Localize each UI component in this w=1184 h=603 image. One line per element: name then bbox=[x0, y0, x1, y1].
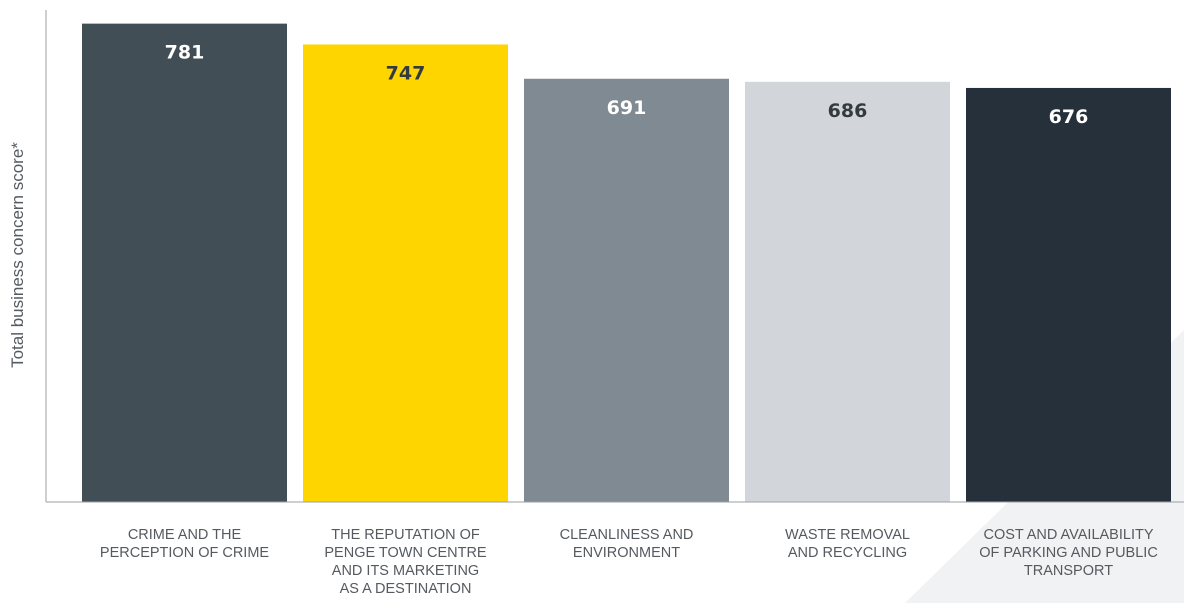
category-label-line: PERCEPTION OF CRIME bbox=[100, 545, 270, 561]
category-label-line: CLEANLINESS AND bbox=[560, 527, 694, 543]
bars-group: 781 747 691 686 676 bbox=[82, 23, 1171, 503]
category-label-line: AS A DESTINATION bbox=[340, 581, 472, 597]
category-label-line: OF PARKING AND PUBLIC bbox=[979, 545, 1158, 561]
category-label-4: WASTE REMOVAL AND RECYCLING bbox=[785, 527, 910, 561]
category-label-3: CLEANLINESS AND ENVIRONMENT bbox=[560, 527, 694, 561]
bar-value-label-3: 691 bbox=[607, 97, 647, 119]
category-label-line: WASTE REMOVAL bbox=[785, 527, 910, 543]
category-label-line: CRIME AND THE bbox=[128, 527, 242, 543]
bar-1 bbox=[82, 23, 287, 502]
category-label-line: ENVIRONMENT bbox=[573, 545, 680, 561]
category-label-line: TRANSPORT bbox=[1024, 563, 1113, 579]
bar-5 bbox=[966, 87, 1171, 502]
y-axis-label: Total business concern score* bbox=[8, 142, 27, 368]
category-label-line: AND RECYCLING bbox=[788, 545, 907, 561]
bar-2 bbox=[303, 44, 508, 503]
bar-4 bbox=[745, 81, 950, 502]
category-label-1: CRIME AND THE PERCEPTION OF CRIME bbox=[100, 527, 270, 561]
bar-3 bbox=[524, 78, 729, 502]
bar-value-label-4: 686 bbox=[828, 100, 868, 122]
bar-value-label-1: 781 bbox=[165, 42, 205, 64]
category-label-line: PENGE TOWN CENTRE bbox=[324, 545, 487, 561]
category-label-line: THE REPUTATION OF bbox=[331, 527, 480, 543]
category-label-5: COST AND AVAILABILITY OF PARKING AND PUBL… bbox=[979, 527, 1158, 579]
bar-value-label-2: 747 bbox=[386, 62, 426, 84]
category-label-line: COST AND AVAILABILITY bbox=[983, 527, 1153, 543]
category-label-line: AND ITS MARKETING bbox=[332, 563, 479, 579]
bar-value-label-5: 676 bbox=[1049, 106, 1089, 128]
category-labels-group: CRIME AND THE PERCEPTION OF CRIME THE REPU… bbox=[100, 527, 1158, 597]
category-label-2: THE REPUTATION OF PENGE TOWN CENTRE AND IT… bbox=[324, 527, 487, 597]
